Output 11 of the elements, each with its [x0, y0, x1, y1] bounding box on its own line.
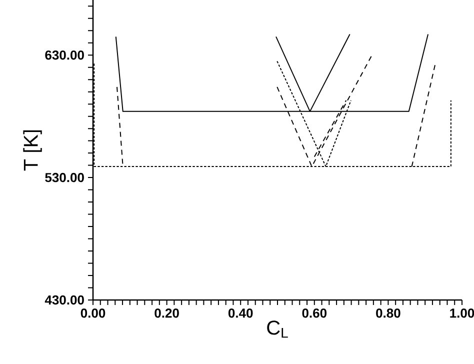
x-tick-label: 1.00 — [450, 308, 474, 318]
y-tick-label: 630.00 — [45, 50, 84, 60]
x-tick-label: 0.00 — [80, 308, 106, 318]
x-tick-label: 0.80 — [376, 308, 400, 318]
x-axis-title: C$_{L}$ — [267, 320, 288, 338]
y-tick-label: 530.00 — [45, 172, 84, 182]
x-tick-label: 0.40 — [228, 308, 253, 318]
y-axis-title: T [K] — [23, 130, 42, 171]
y-tick-label: 430.00 — [44, 295, 84, 305]
x-tick-label: 0.60 — [302, 308, 327, 318]
x-tick-label: 0.20 — [154, 308, 179, 318]
